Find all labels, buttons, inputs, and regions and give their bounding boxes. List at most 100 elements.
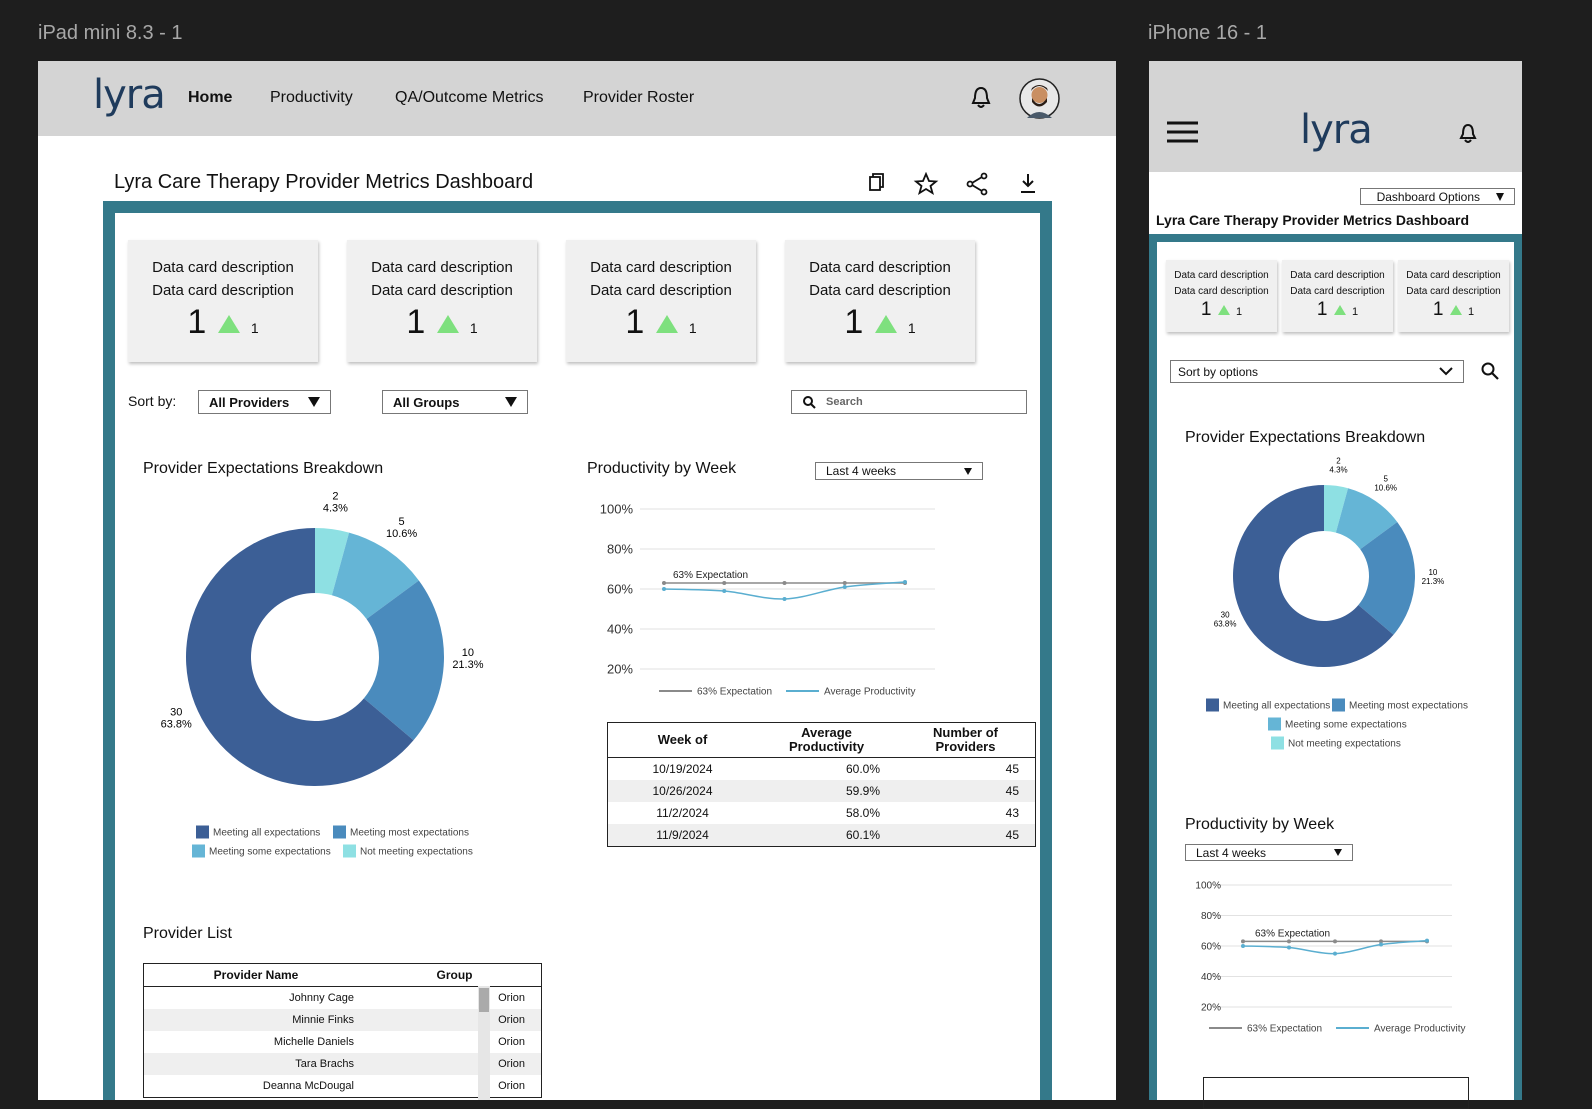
table-row: Tara Brachs Orion bbox=[143, 1053, 542, 1075]
search-box[interactable]: Search bbox=[791, 390, 1027, 414]
bell-icon[interactable] bbox=[1458, 123, 1478, 145]
table-cell: 10/26/2024 bbox=[652, 784, 713, 798]
trend-up bbox=[1449, 305, 1462, 315]
card-change: 1 bbox=[1352, 306, 1359, 318]
table-row: Minnie Finks Orion bbox=[143, 1009, 542, 1031]
table-cell: 10/19/2024 bbox=[652, 762, 713, 776]
productivity-table: Week of Average Productivity Number of Pro… bbox=[607, 722, 1036, 847]
column-header: Average Productivity bbox=[757, 722, 896, 758]
copy-icon[interactable] bbox=[869, 173, 884, 191]
card-text: Data card description bbox=[152, 282, 294, 300]
card-change: 1 bbox=[907, 319, 916, 336]
table-cell: 59.9% bbox=[845, 784, 880, 798]
card-text: Data card description bbox=[1174, 270, 1269, 281]
card-change: 1 bbox=[469, 319, 478, 336]
trend-up bbox=[874, 314, 897, 333]
scroll-thumb bbox=[479, 988, 489, 1012]
range-dropdown[interactable]: Last 4 weeks bbox=[1185, 844, 1353, 861]
menu-icon[interactable] bbox=[1166, 120, 1200, 146]
table-cell: Deanna McDougal bbox=[262, 1080, 354, 1092]
card-value: 1 bbox=[625, 302, 645, 341]
card-change: 1 bbox=[688, 319, 697, 336]
table-cell: 58.0% bbox=[845, 806, 880, 820]
card-change: 1 bbox=[1468, 306, 1475, 318]
card-value: 1 bbox=[1200, 299, 1212, 320]
data-card: Data card description Data card descripti… bbox=[128, 240, 318, 362]
range-dropdown[interactable]: Last 4 weeks bbox=[815, 462, 983, 480]
dropdown-text: Last 4 weeks bbox=[1196, 845, 1267, 860]
dropdown-arrow bbox=[1496, 192, 1504, 201]
sort-dropdown[interactable]: Sort by options bbox=[1170, 360, 1464, 383]
column-header: Provider Name bbox=[143, 963, 368, 987]
card-value: 1 bbox=[187, 302, 207, 341]
search-icon[interactable] bbox=[1480, 361, 1500, 381]
table-edge bbox=[1203, 1077, 1469, 1109]
toolbar-icons bbox=[869, 172, 1035, 196]
card-value: 1 bbox=[844, 302, 864, 341]
table-cell: 11/2/2024 bbox=[656, 806, 709, 820]
share-icon[interactable] bbox=[966, 172, 988, 196]
dropdown-arrow bbox=[1334, 849, 1342, 856]
providers-dropdown[interactable]: All Providers bbox=[198, 390, 331, 414]
table-cell: 11/9/2024 bbox=[656, 828, 709, 842]
table-cell: Minnie Finks bbox=[292, 1014, 354, 1026]
card-text: Data card description bbox=[590, 259, 732, 276]
groups-dropdown[interactable]: All Groups bbox=[382, 390, 528, 414]
table-cell: Orion bbox=[498, 992, 525, 1004]
card-value: 1 bbox=[406, 302, 426, 341]
data-card: Data card description Data card descripti… bbox=[347, 240, 537, 362]
frame-label: iPhone 16 - 1 bbox=[1148, 22, 1267, 44]
chart-title: Productivity by Week bbox=[1185, 816, 1335, 833]
header-row: Week of Average Productivity Number of Pro… bbox=[607, 722, 1036, 758]
trend-up bbox=[655, 314, 678, 333]
table-row: 11/9/2024 60.1% 45 bbox=[607, 824, 1036, 847]
top-nav bbox=[38, 61, 1116, 136]
table-cell: Johnny Cage bbox=[289, 992, 354, 1004]
nav-item[interactable]: Productivity bbox=[270, 89, 353, 106]
mobile-header bbox=[1149, 61, 1522, 172]
dropdown-arrow bbox=[505, 397, 517, 407]
sort-label: Sort by: bbox=[128, 393, 177, 409]
logo[interactable]: lyra bbox=[1300, 107, 1373, 153]
data-card: Data card description Data card descripti… bbox=[1282, 260, 1393, 332]
star-icon[interactable] bbox=[913, 172, 939, 195]
chart-title: Provider Expectations Breakdown bbox=[1185, 429, 1426, 446]
nav-item[interactable]: QA/Outcome Metrics bbox=[395, 89, 544, 106]
card-change: 1 bbox=[250, 319, 259, 336]
chart-title: Productivity by Week bbox=[587, 460, 737, 477]
scrollbar bbox=[478, 986, 490, 1100]
data-card: Data card description Data card descripti… bbox=[1166, 260, 1277, 332]
data-card: Data card description Data card descripti… bbox=[785, 240, 975, 362]
card-text: Data card description bbox=[1406, 285, 1501, 297]
card-text: Data card description bbox=[371, 282, 513, 300]
table-row: Michelle Daniels Orion bbox=[143, 1031, 542, 1053]
dropdown-text: All Groups bbox=[393, 394, 460, 410]
search-placeholder: Search bbox=[826, 396, 863, 408]
nav-item[interactable]: Provider Roster bbox=[583, 89, 695, 106]
logo[interactable]: lyra bbox=[93, 72, 166, 118]
table-cell: Tara Brachs bbox=[295, 1058, 354, 1070]
table-cell: 45 bbox=[1005, 784, 1019, 798]
dashboard-options[interactable]: Dashboard Options bbox=[1360, 188, 1515, 205]
search-icon bbox=[803, 396, 816, 409]
table-cell: 45 bbox=[1005, 828, 1019, 842]
table-row: Johnny Cage Orion bbox=[143, 986, 542, 1009]
card-text: Data card description bbox=[371, 259, 513, 276]
download-icon[interactable] bbox=[1021, 174, 1035, 193]
trend-up bbox=[217, 314, 240, 333]
bell-icon[interactable] bbox=[970, 86, 992, 110]
data-card: Data card description Data card descripti… bbox=[1398, 260, 1509, 332]
card-text: Data card description bbox=[1290, 285, 1385, 297]
avatar[interactable] bbox=[1019, 78, 1060, 119]
nav-item[interactable]: Home bbox=[188, 89, 233, 106]
table-cell: Orion bbox=[498, 1014, 525, 1026]
dropdown-text: Sort by options bbox=[1178, 364, 1259, 379]
